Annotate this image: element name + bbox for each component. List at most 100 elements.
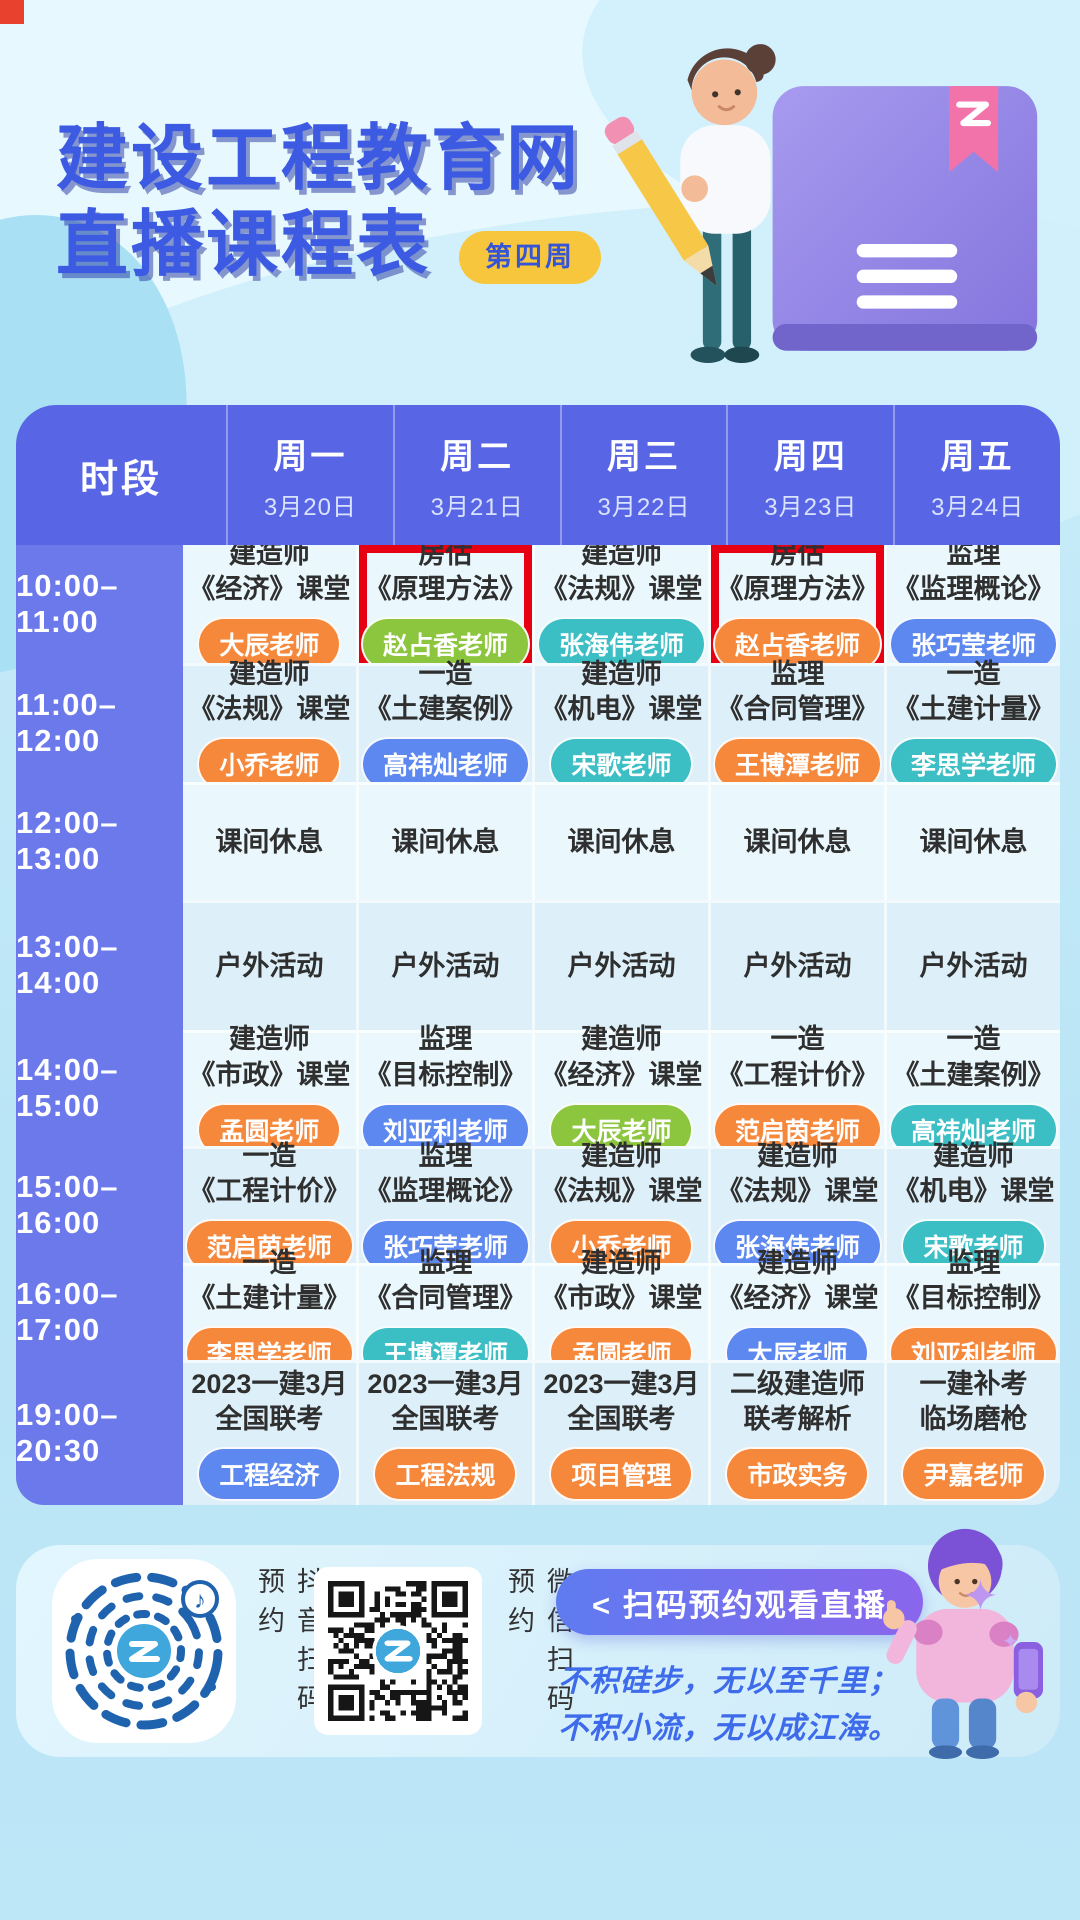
day-name: 周一: [273, 437, 348, 476]
course-title: 课间休息: [391, 826, 500, 857]
day-date: 3月20日: [263, 493, 357, 521]
course-title: 建造师 《机电》课堂: [540, 658, 703, 724]
course-title: 建造师 《法规》课堂: [540, 1140, 703, 1206]
course-cell-highlighted: 房估 《原理方法》赵占香老师: [707, 545, 884, 672]
course-title: 建造师 《经济》课堂: [188, 545, 351, 604]
cta-button[interactable]: < 扫码预约观看直播: [556, 1569, 923, 1635]
course-cell: 户外活动: [355, 900, 532, 1030]
course-cell: 一造 《土建案例》 高祎灿老师: [883, 1024, 1060, 1157]
brand-logo-icon: [384, 1640, 413, 1662]
course-cell: 二级建造师 联考解析市政实务: [707, 1360, 884, 1505]
course-title: 一造 《土建计量》: [188, 1247, 351, 1313]
course-cell: 户外活动: [707, 900, 884, 1030]
course-title: 建造师 《市政》课堂: [188, 1024, 351, 1090]
day-headers: 周一 3月20日 周二 3月21日 周三 3月22日 周四 3月23日 周五 3月24日: [226, 405, 1060, 545]
course-title: 户外活动: [919, 950, 1028, 981]
sparkle-icon: ✦: [1002, 1631, 1019, 1653]
course-title: 房估 《原理方法》: [716, 545, 879, 604]
course-title: 课间休息: [743, 826, 852, 857]
course-cell: 一造 《土建计量》 李思学老师: [883, 659, 1060, 792]
time-slot: 15:00–16:00: [16, 1168, 119, 1240]
time-header-cell: 时段: [16, 405, 226, 545]
course-cell: 建造师 《经济》课堂 大辰老师: [707, 1248, 884, 1381]
course-cell: 建造师 《法规》课堂 张海伟老师: [531, 545, 708, 672]
course-title: 一造 《土建案例》: [892, 1024, 1055, 1090]
course-title: 监理 《合同管理》: [364, 1247, 527, 1313]
course-cell: 建造师 《法规》课堂 小乔老师: [182, 659, 356, 792]
time-slot: 14:00–15:00: [16, 1052, 119, 1123]
course-cell: 2023一建3月 全国联考 工程经济: [182, 1360, 356, 1505]
course-title: 一造 《工程计价》: [716, 1024, 879, 1090]
course-cell: 户外活动: [531, 900, 708, 1030]
teacher-badge: 市政实务: [725, 1447, 870, 1502]
course-cell: 课间休息: [182, 782, 356, 900]
course-title: 房估 《原理方法》: [364, 545, 527, 604]
douyin-qrcode: ♪: [52, 1559, 236, 1743]
pencil-icon: [604, 116, 717, 287]
teacher-badge: 张海伟老师: [536, 617, 706, 672]
footer-panel: ♪ 抖音扫码预约 微信扫码预约 < 扫码预约观看直播: [16, 1528, 1060, 1759]
course-cell: 课间休息: [707, 782, 884, 900]
teacher-badge: 赵占香老师: [712, 617, 882, 672]
course-title: 二级建造师 联考解析: [729, 1368, 865, 1434]
course-title: 课间休息: [919, 826, 1028, 857]
day-date: 3月21日: [430, 493, 524, 521]
course-title: 一造 《工程计价》: [188, 1140, 351, 1206]
course-cell: 监理 《合同管理》 王博潭老师: [355, 1248, 532, 1381]
mascot-illustration: [883, 1528, 1043, 1759]
course-title: 监理 《监理概论》: [892, 545, 1055, 604]
course-cell: 2023一建3月 全国联考项目管理: [531, 1360, 708, 1505]
course-cell: 课间休息: [531, 782, 708, 900]
day-name: 周四: [773, 437, 848, 476]
music-note-icon: ♪: [194, 1587, 206, 1614]
teacher-badge: 项目管理: [549, 1447, 694, 1502]
day-name: 周三: [606, 437, 681, 476]
day-date: 3月23日: [764, 493, 858, 521]
page-title-line1: 建设工程教育网: [56, 119, 582, 199]
course-title: 建造师 《法规》课堂: [716, 1140, 879, 1206]
course-title: 2023一建3月 全国联考: [191, 1368, 348, 1434]
quote-line2: 不积小流，无以成江海。: [558, 1711, 899, 1745]
page-title-line2: 直播课程表: [56, 205, 432, 286]
course-cell: 课间休息: [883, 782, 1060, 900]
day-date: 3月24日: [931, 493, 1025, 521]
week-badge: 第四周: [459, 231, 602, 284]
sparkle-icon: ✦: [962, 1572, 999, 1621]
course-title: 2023一建3月 全国联考: [367, 1368, 524, 1434]
quote-line1: 不积硅步，无以至千里；: [558, 1665, 899, 1698]
day-date: 3月22日: [597, 493, 691, 521]
course-title: 建造师 《经济》课堂: [540, 1024, 703, 1090]
course-cell: 监理 《监理概论》张巧莹老师: [883, 545, 1060, 672]
course-cell: 一造 《工程计价》 范启茵老师: [707, 1024, 884, 1157]
course-title: 监理 《监理概论》: [364, 1140, 527, 1206]
course-cell: 建造师 《机电》课堂 宋歌老师: [531, 659, 708, 792]
course-title: 户外活动: [743, 950, 852, 981]
course-cell: 监理 《合同管理》 王博潭老师: [707, 659, 884, 792]
book-icon: [772, 86, 1038, 351]
teacher-badge: 赵占香老师: [360, 617, 530, 672]
course-cell: 一造 《土建案例》 高祎灿老师: [355, 659, 532, 792]
schedule-table: 时段 周一 3月20日 周二 3月21日 周三 3月22日 周四 3月23日 周五 3月24日 1…: [16, 405, 1060, 1505]
time-slot: 10:00–11:00: [16, 568, 119, 639]
teacher-badge: 张巧莹老师: [888, 617, 1058, 672]
course-title: 监理 《合同管理》: [716, 658, 879, 724]
course-title: 建造师 《经济》课堂: [716, 1247, 879, 1313]
day-header: 周三 3月22日: [559, 405, 727, 545]
course-cell: 户外活动: [883, 900, 1060, 1030]
course-title: 建造师 《机电》课堂: [892, 1140, 1055, 1206]
time-column: 10:00–11:00 11:00–12:00 12:00–13:00 13:00–1…: [16, 545, 183, 1505]
day-grid: 建造师 《经济》课堂 大辰老师 房估 《原理方法》 赵占香老师 建造师 《法规》课堂 张海…: [182, 545, 1060, 1505]
page-title: 建设工程教育网 直播课程表 第四周: [56, 116, 602, 289]
teacher-badge: 尹嘉老师: [901, 1447, 1046, 1502]
table-body: 10:00–11:00 11:00–12:00 12:00–13:00 13:00–1…: [16, 545, 1060, 1505]
teacher-badge: 工程法规: [373, 1447, 518, 1502]
table-header: 时段 周一 3月20日 周二 3月21日 周三 3月22日 周四 3月23日 周五 3月24日: [16, 405, 1060, 545]
course-title: 2023一建3月 全国联考: [543, 1368, 700, 1434]
course-title: 户外活动: [391, 950, 500, 981]
qr-finder-patterns: [328, 1581, 468, 1721]
course-cell: 户外活动: [182, 900, 356, 1030]
time-slot: 13:00–14:00: [16, 929, 119, 1000]
course-cell: 一造 《土建计量》 李思学老师: [182, 1248, 356, 1381]
course-cell: 建造师 《法规》课堂 张海伟老师: [707, 1141, 884, 1274]
